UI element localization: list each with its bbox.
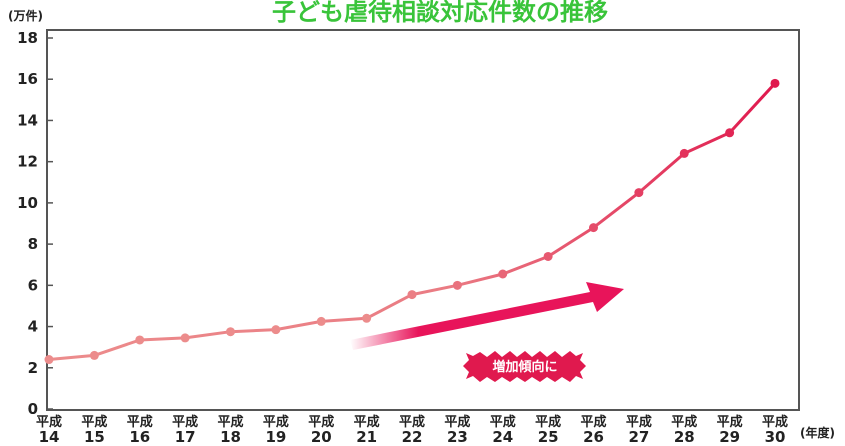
x-tick-label: 30	[765, 428, 786, 446]
x-tick-era-label: 平成	[399, 414, 425, 430]
data-point	[725, 128, 735, 138]
data-point	[135, 335, 145, 345]
x-tick-label: 15	[84, 428, 105, 446]
x-tick-label: 24	[492, 428, 513, 446]
series	[44, 78, 780, 365]
x-tick-era-label: 平成	[81, 414, 107, 430]
trend-arrow-shape	[350, 282, 624, 350]
x-tick-label: 14	[39, 428, 60, 446]
data-point	[770, 78, 780, 88]
y-tick-label: 14	[17, 111, 38, 129]
chart-title: 子ども虐待相談対応件数の推移	[272, 0, 608, 26]
x-tick-label: 28	[674, 428, 695, 446]
y-tick-label: 12	[17, 153, 38, 171]
data-point	[589, 223, 598, 233]
x-tick-era-label: 平成	[354, 414, 380, 430]
x-tick-era-label: 平成	[671, 414, 697, 430]
x-unit-label: (年度)	[800, 425, 835, 440]
x-tick-era-label: 平成	[127, 414, 153, 430]
x-axis: 平成14平成15平成16平成17平成18平成19平成20平成21平成22平成23…	[36, 414, 788, 446]
data-point	[362, 313, 372, 323]
data-point	[44, 355, 54, 365]
y-tick-label: 10	[17, 194, 38, 212]
x-tick-label: 21	[356, 428, 377, 446]
x-tick-era-label: 平成	[444, 414, 470, 430]
y-tick-label: 4	[28, 318, 38, 336]
data-point	[634, 188, 644, 198]
y-tick-label: 16	[17, 70, 38, 88]
x-tick-era-label: 平成	[217, 414, 243, 430]
y-tick-label: 0	[28, 400, 38, 418]
x-tick-era-label: 平成	[535, 414, 561, 430]
y-tick-label: 2	[28, 359, 38, 377]
y-tick-label: 18	[17, 29, 38, 47]
x-tick-era-label: 平成	[717, 414, 743, 430]
y-tick-label: 8	[28, 235, 38, 253]
x-tick-era-label: 平成	[490, 414, 516, 430]
x-tick-era-label: 平成	[36, 414, 62, 430]
trend-badge: 増加傾向に	[463, 351, 586, 382]
x-tick-era-label: 平成	[308, 414, 334, 430]
trend-badge-shape	[463, 351, 586, 382]
data-point	[543, 251, 553, 261]
data-point	[407, 290, 417, 300]
x-tick-label: 23	[447, 428, 468, 446]
data-point	[498, 269, 508, 279]
trend-arrow	[350, 282, 624, 350]
x-tick-label: 19	[265, 428, 286, 446]
trend-badge-label: 増加傾向に	[492, 359, 557, 375]
plot-frame	[46, 29, 800, 411]
x-tick-label: 29	[719, 428, 740, 446]
data-point	[452, 280, 462, 290]
x-tick-label: 20	[311, 428, 332, 446]
y-axis: 0 2 4 6 8 10 12 14 16 18	[17, 29, 53, 418]
y-tick-label: 6	[28, 276, 38, 294]
x-tick-era-label: 平成	[172, 414, 198, 430]
series-line	[47, 81, 777, 361]
data-point	[679, 148, 689, 158]
y-unit-label: (万件)	[8, 8, 43, 23]
x-tick-era-label: 平成	[626, 414, 652, 430]
x-tick-label: 27	[628, 428, 649, 446]
data-point	[226, 327, 235, 337]
x-tick-label: 16	[129, 428, 150, 446]
data-point	[89, 350, 99, 360]
data-point	[271, 325, 281, 335]
data-point	[180, 333, 190, 343]
x-tick-label: 22	[402, 428, 423, 446]
x-tick-label: 18	[220, 428, 241, 446]
x-tick-label: 17	[175, 428, 196, 446]
x-tick-era-label: 平成	[580, 414, 606, 430]
x-tick-era-label: 平成	[762, 414, 788, 430]
x-tick-label: 26	[583, 428, 604, 446]
x-tick-era-label: 平成	[263, 414, 289, 430]
x-tick-label: 25	[538, 428, 559, 446]
data-point	[316, 316, 326, 326]
